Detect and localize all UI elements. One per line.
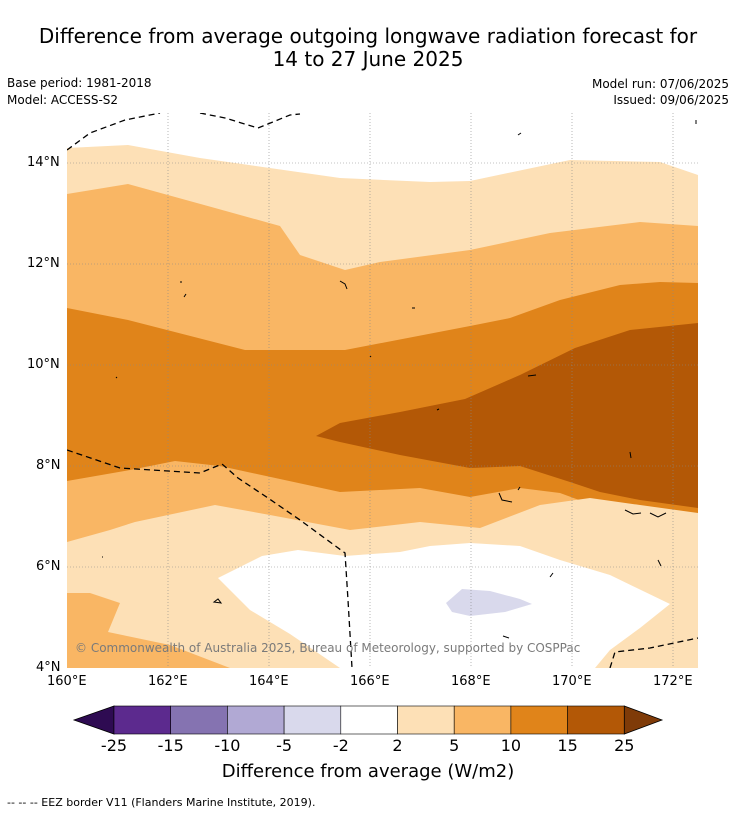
colorbar-tick-label: 2 xyxy=(392,736,403,755)
colorbar-arrow-max xyxy=(623,705,664,735)
lon-label-164e: 164°E xyxy=(249,674,289,689)
colorbar-segment xyxy=(113,705,172,735)
contour-band-15-25 xyxy=(316,323,698,508)
lat-label-10n: 10°N xyxy=(27,357,60,372)
colorbar-tick-label: -15 xyxy=(157,736,184,755)
lon-label-160e: 160°E xyxy=(47,674,87,689)
colorbar-tick-label: -10 xyxy=(214,736,241,755)
colorbar-arrow-min xyxy=(72,705,115,735)
map-title-line2: 14 to 27 June 2025 xyxy=(272,47,464,71)
lon-label-168e: 168°E xyxy=(451,674,491,689)
map-area xyxy=(67,113,698,668)
lat-label-14n: 14°N xyxy=(27,155,60,170)
lon-label-170e: 170°E xyxy=(552,674,592,689)
lat-label-12n: 12°N xyxy=(27,256,60,271)
colorbar-segment xyxy=(340,705,398,735)
contour-patch-sw xyxy=(67,593,230,668)
lat-label-6n: 6°N xyxy=(36,559,61,574)
colorbar-tick-label: -2 xyxy=(332,736,349,755)
eez-footnote: -- -- -- EEZ border V11 (Flanders Marine… xyxy=(7,796,316,809)
lat-label-8n: 8°N xyxy=(36,458,61,473)
contour-band-neg-2-5 xyxy=(446,589,532,616)
lat-label-4n: 4°N xyxy=(36,660,61,675)
model-run: Model run: 07/06/2025 xyxy=(591,77,729,91)
colorbar-title: Difference from average (W/m2) xyxy=(221,761,515,782)
lon-label-166e: 166°E xyxy=(350,674,390,689)
colorbar-tick-label: -5 xyxy=(276,736,293,755)
colorbar-tick-label: 5 xyxy=(449,736,460,755)
lon-label-162e: 162°E xyxy=(148,674,188,689)
colorbar-segment xyxy=(227,705,285,735)
colorbar-tick-label: 25 xyxy=(614,736,635,755)
colorbar xyxy=(72,705,664,735)
copyright-notice: © Commonwealth of Australia 2025, Bureau… xyxy=(75,641,581,655)
colorbar-tick-label: -25 xyxy=(100,736,128,755)
colorbar-segment xyxy=(283,705,342,735)
issued-date: Issued: 09/06/2025 xyxy=(613,93,729,107)
colorbar-segment xyxy=(170,705,228,735)
islands xyxy=(102,120,697,639)
colorbar-segment xyxy=(510,705,568,735)
colorbar-segment xyxy=(567,705,625,735)
gridlines xyxy=(67,113,698,668)
eez-borders xyxy=(67,113,698,668)
base-period: Base period: 1981-2018 xyxy=(7,76,152,90)
model-name: Model: ACCESS-S2 xyxy=(7,93,119,107)
colorbar-tick-label: 10 xyxy=(500,736,522,755)
colorbar-segment xyxy=(453,705,512,735)
map-title-line1: Difference from average outgoing longwav… xyxy=(38,24,698,48)
lon-label-172e: 172°E xyxy=(653,674,693,689)
colorbar-tick-label: 15 xyxy=(557,736,578,755)
contour-band-neutral xyxy=(218,543,670,668)
colorbar-segment xyxy=(397,705,455,735)
